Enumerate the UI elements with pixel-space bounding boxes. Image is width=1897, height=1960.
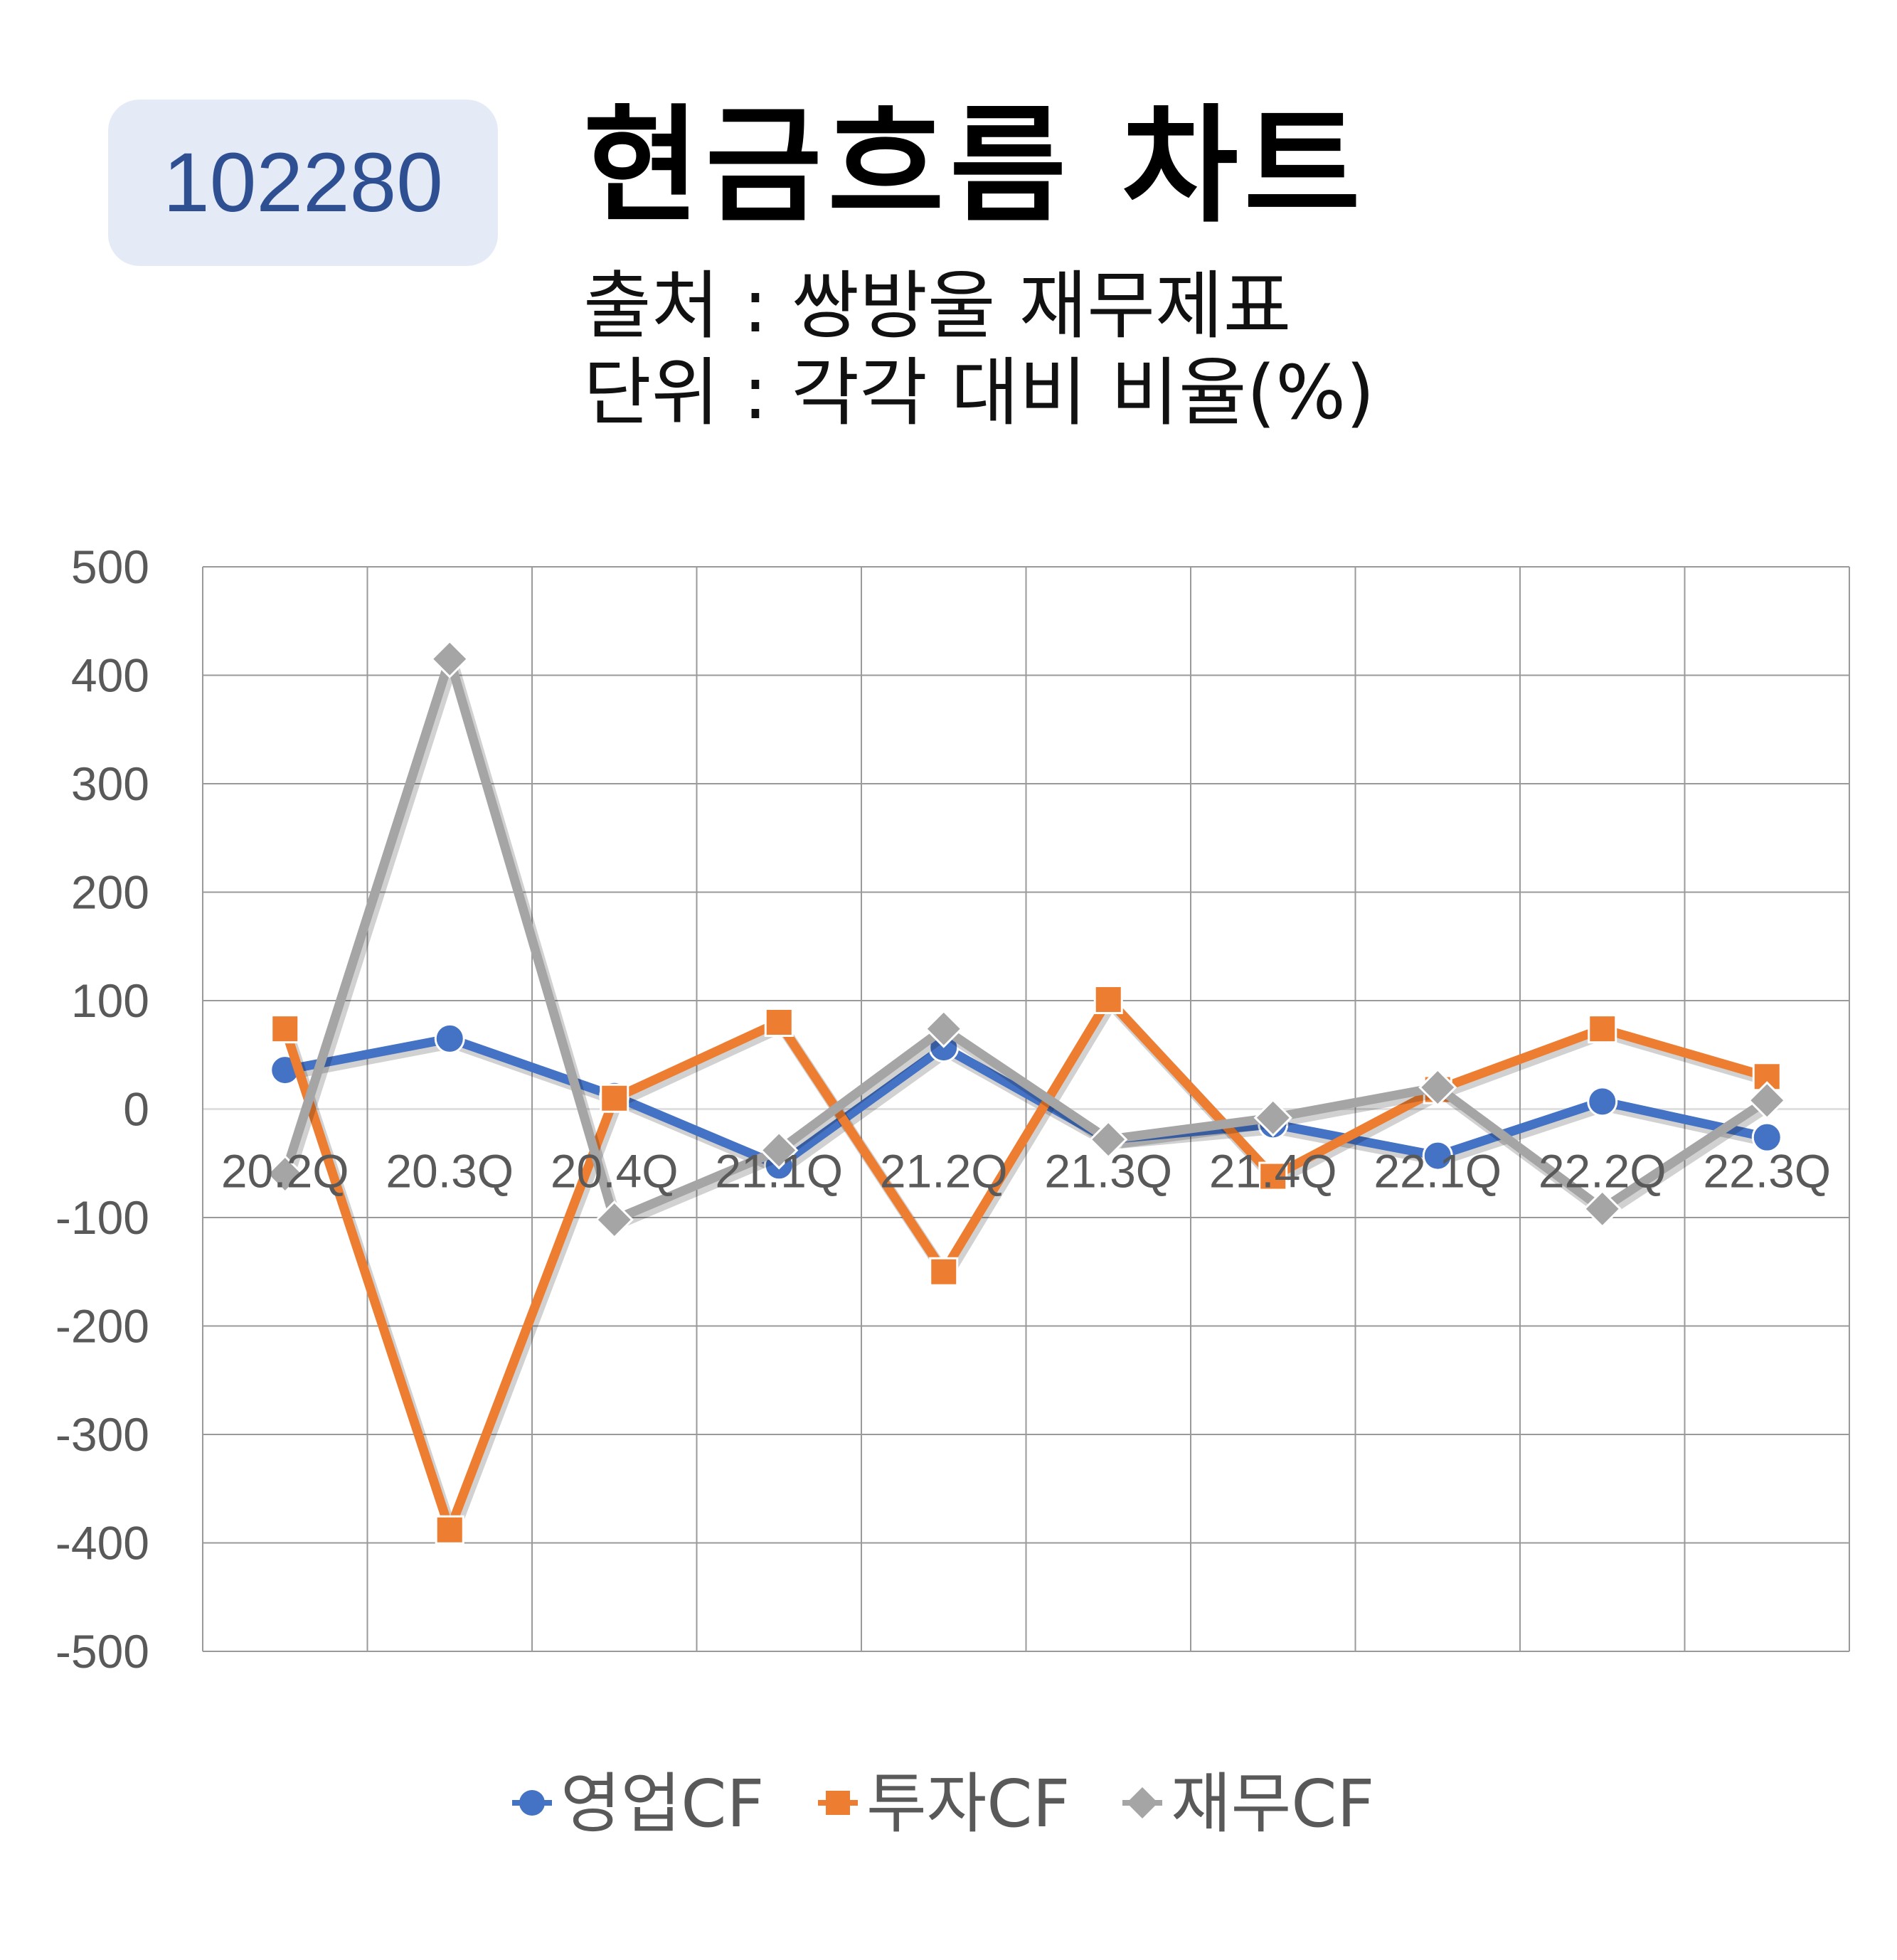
x-category-label: 20.2Q (221, 1145, 349, 1198)
y-tick-label: 400 (71, 649, 149, 702)
data-point (1089, 1120, 1128, 1159)
y-tick-label: 0 (123, 1083, 149, 1136)
y-tick-label: -300 (55, 1408, 149, 1461)
data-point (1093, 984, 1123, 1014)
data-point (265, 1154, 304, 1194)
data-point (1751, 1122, 1782, 1153)
series-line-3 (280, 654, 1772, 1225)
x-category-label: 20.4Q (551, 1145, 679, 1198)
data-point (1418, 1067, 1457, 1107)
data-point (1748, 1081, 1787, 1120)
legend-marker (826, 1791, 850, 1815)
y-tick-label: -100 (55, 1191, 149, 1244)
y-tick-label: -200 (55, 1300, 149, 1353)
legend-marker (1127, 1787, 1158, 1818)
legend-label: 영업CF (560, 1766, 764, 1842)
x-category-label: 21.2Q (880, 1145, 1008, 1198)
data-point (764, 1008, 794, 1037)
series-line-1 (280, 1033, 1772, 1171)
x-category-label: 21.1Q (715, 1145, 843, 1198)
x-category-label: 21.3Q (1044, 1145, 1172, 1198)
legend-label: 투자CF (866, 1766, 1070, 1842)
unit-label: 단위 : 각각 대비 비율(%) (583, 349, 1375, 436)
x-category-label: 21.4Q (1209, 1145, 1337, 1198)
page-title: 현금흐름 차트 (583, 92, 1366, 240)
x-axis-categories: 20.2Q 20.3Q 20.4Q 21.1Q 21.2Q 21.3Q 21.4Q 22.1Q… (221, 1145, 1831, 1198)
data-point (924, 1009, 963, 1048)
data-point (760, 1131, 799, 1170)
data-point (1583, 1189, 1622, 1228)
stock-code-badge: 102280 (108, 100, 498, 266)
data-point (600, 1083, 629, 1113)
source-label: 출처 : 쌍방울 재무제표 (583, 262, 1292, 349)
y-tick-label: 200 (71, 866, 149, 919)
data-point (1422, 1140, 1453, 1171)
x-category-label: 22.1Q (1373, 1145, 1502, 1198)
x-category-label: 22.3Q (1703, 1145, 1831, 1198)
data-point (434, 1023, 465, 1054)
legend-label: 재무CF (1171, 1766, 1374, 1842)
data-point (1253, 1098, 1292, 1137)
chart-series (265, 639, 1787, 1545)
data-point (430, 639, 469, 678)
data-point (1587, 1086, 1618, 1117)
y-axis-ticks: 500 400 300 200 100 0 -100 -200 -300 -400 -500 (55, 540, 149, 1678)
y-tick-label: -500 (55, 1625, 149, 1678)
y-tick-label: -400 (55, 1517, 149, 1570)
x-category-label: 20.3Q (386, 1145, 514, 1198)
x-category-label: 22.2Q (1539, 1145, 1667, 1198)
y-tick-label: 100 (71, 974, 149, 1027)
data-point (1588, 1014, 1617, 1044)
data-point (929, 1257, 959, 1287)
stock-code: 102280 (163, 136, 443, 230)
chart-legend: 영업CF 투자CF 재무CF (512, 1766, 1374, 1842)
legend-marker (519, 1790, 545, 1816)
data-point (1258, 1161, 1288, 1191)
data-point (595, 1200, 634, 1240)
data-point (270, 1014, 300, 1044)
data-point (435, 1515, 464, 1545)
series-line-2 (280, 995, 1772, 1535)
y-tick-label: 300 (71, 757, 149, 810)
y-tick-label: 500 (71, 540, 149, 593)
